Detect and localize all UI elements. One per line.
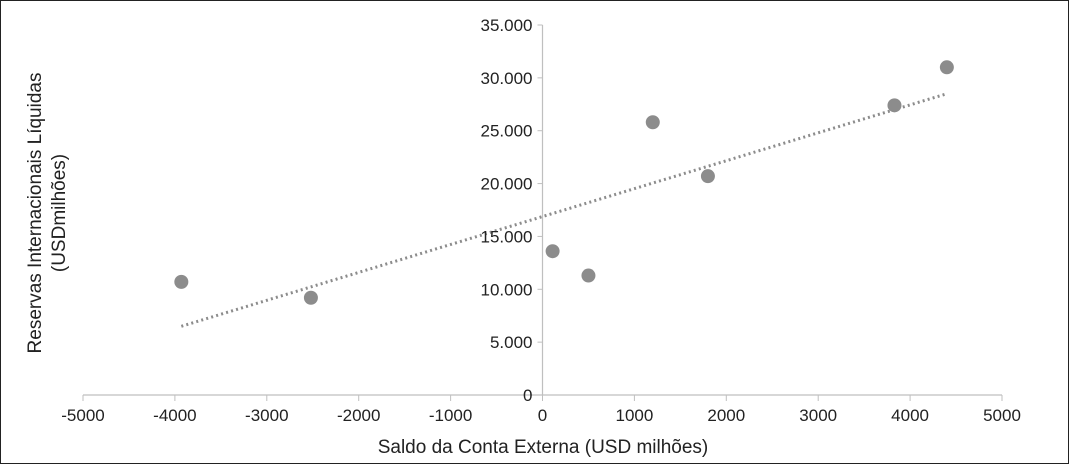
x-tick-label: -5000 — [61, 406, 104, 425]
x-tick-label: 4000 — [891, 406, 929, 425]
x-tick-label: 5000 — [983, 406, 1021, 425]
y-tick-label: 35.000 — [481, 16, 533, 35]
data-point — [939, 60, 954, 75]
y-tick-label: 10.000 — [481, 280, 533, 299]
data-point — [700, 169, 715, 184]
y-tick-labels: 0 5.000 10.000 15.000 20.000 25.000 30.000 35.0… — [481, 16, 533, 405]
axes — [82, 24, 1003, 401]
y-tick-label: 25.000 — [481, 122, 533, 141]
trendline — [180, 92, 948, 328]
x-tick-label: -4000 — [153, 406, 196, 425]
data-point — [303, 290, 318, 305]
x-axis-title: Saldo da Conta Externa (USD milhões) — [378, 437, 709, 458]
y-axis-title-line-1: Reservas Internacionais Líquidas — [25, 73, 46, 354]
data-point — [174, 274, 189, 289]
x-tick-label: -1000 — [429, 406, 472, 425]
x-tick-label: 0 — [538, 406, 547, 425]
y-tick-label: 20.000 — [481, 175, 533, 194]
data-point — [645, 115, 660, 130]
x-tick-label: 3000 — [799, 406, 837, 425]
x-tick-label: 1000 — [615, 406, 653, 425]
y-axis-title-line-2: (USDmilhões) — [49, 154, 70, 272]
data-point — [581, 268, 596, 283]
x-tick-labels: -5000 -4000 -3000 -2000 -1000 0 1000 2000 3000 40… — [61, 406, 1021, 425]
y-tick-label: 15.000 — [481, 227, 533, 246]
x-tick-label: 2000 — [707, 406, 745, 425]
data-point — [545, 244, 560, 259]
y-tick-label: 5.000 — [490, 333, 533, 352]
data-points — [174, 60, 954, 305]
x-tick-label: -3000 — [245, 406, 288, 425]
data-point — [887, 98, 902, 113]
y-tick-label: 30.000 — [481, 69, 533, 88]
trendline-group — [180, 92, 948, 328]
y-tick-label: 0 — [523, 386, 532, 405]
x-tick-label: -2000 — [337, 406, 380, 425]
